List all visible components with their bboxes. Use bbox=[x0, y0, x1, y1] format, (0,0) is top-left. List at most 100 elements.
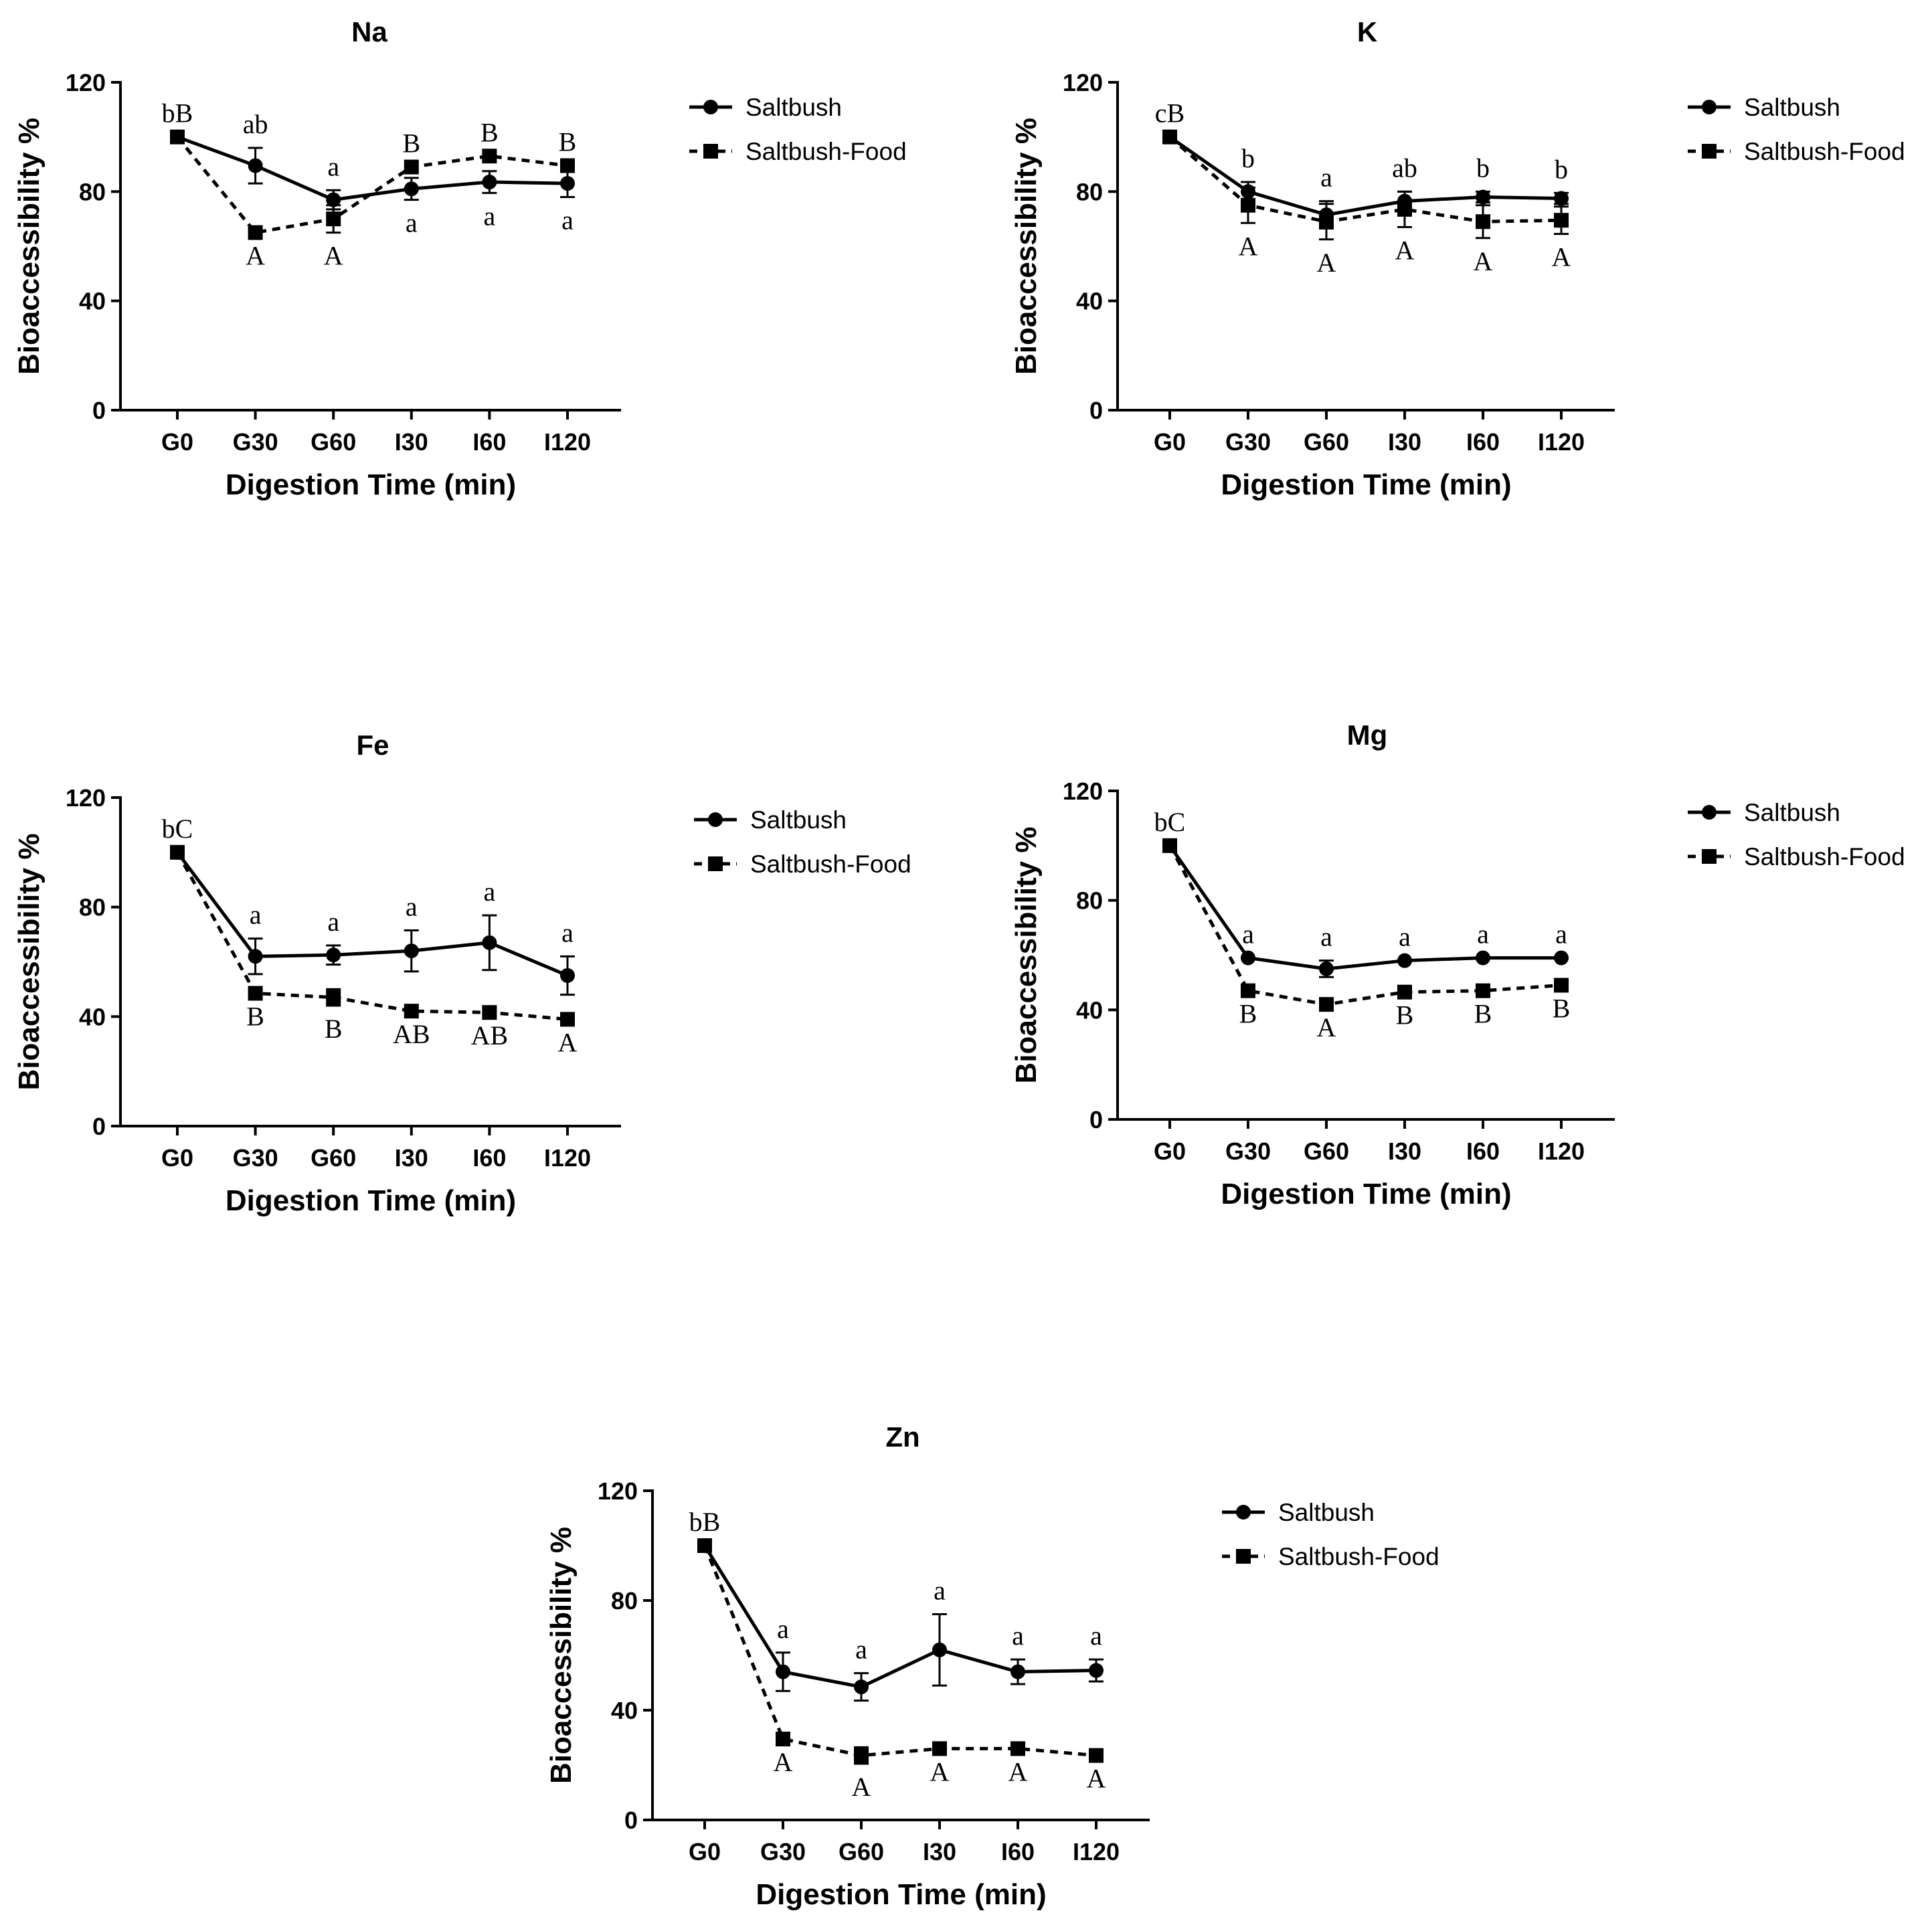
y-tick-label: 40 bbox=[1076, 996, 1103, 1024]
data-label: a bbox=[327, 907, 339, 937]
data-point bbox=[404, 1004, 419, 1019]
data-point bbox=[560, 158, 575, 173]
data-label: a bbox=[855, 1635, 867, 1665]
data-point bbox=[1089, 1748, 1104, 1763]
legend-label: Saltbush-Food bbox=[750, 850, 911, 878]
y-tick-label: 80 bbox=[1076, 178, 1103, 205]
data-label: a bbox=[1477, 919, 1489, 949]
series-line bbox=[1168, 844, 1562, 1006]
legend-label: Saltbush-Food bbox=[1278, 1543, 1439, 1570]
data-label: B bbox=[246, 1002, 264, 1032]
x-tick-label: G0 bbox=[161, 1144, 193, 1172]
y-tick-label: 0 bbox=[624, 1807, 638, 1834]
x-tick-label: G0 bbox=[689, 1838, 721, 1865]
data-label: a bbox=[934, 1576, 946, 1606]
y-axis-label: Bioaccessibility % bbox=[13, 834, 46, 1091]
panel-k: K 0 40 80 120 G0 G30 G60 I30 I60 I120 Digestion Tim… bbox=[1010, 16, 1905, 501]
x-tick-label: G30 bbox=[1225, 428, 1271, 456]
data-label: a bbox=[1012, 1621, 1024, 1651]
legend: Saltbush Saltbush-Food bbox=[689, 94, 907, 165]
data-point bbox=[1319, 214, 1334, 230]
x-tick-label: I30 bbox=[395, 1144, 428, 1172]
panel-na: Na 0 40 80 120 G0 G30 G60 I30 I60 I120 Digestion Ti… bbox=[13, 16, 907, 501]
legend-swatch-marker bbox=[1702, 805, 1717, 820]
x-tick-label: G0 bbox=[161, 428, 193, 456]
panel-fe: Fe 0 40 80 120 G0 G30 G60 I30 I60 I120 Digestion Ti… bbox=[13, 729, 911, 1217]
legend-label: Saltbush bbox=[745, 94, 842, 121]
data-point bbox=[248, 225, 263, 240]
data-label: B bbox=[325, 1014, 343, 1044]
data-label: ab bbox=[243, 109, 268, 139]
series-saltbush-food: B B AB AB A bbox=[170, 844, 578, 1057]
legend: Saltbush Saltbush-Food bbox=[1222, 1499, 1439, 1570]
x-tick-label: G0 bbox=[1154, 1137, 1186, 1165]
series-line bbox=[703, 1545, 1097, 1758]
panel-title: Na bbox=[351, 16, 387, 48]
data-label: AB bbox=[393, 1019, 430, 1049]
data-point bbox=[560, 176, 575, 191]
legend-swatch-marker bbox=[1702, 144, 1717, 159]
y-tick-label: 80 bbox=[79, 178, 106, 205]
y-tick-label: 120 bbox=[66, 69, 106, 96]
data-point bbox=[1241, 950, 1255, 966]
data-label: B bbox=[1553, 994, 1571, 1024]
x-axis-label: Digestion Time (min) bbox=[1221, 1178, 1511, 1210]
y-tick-label: 0 bbox=[1089, 397, 1103, 424]
legend-swatch-marker bbox=[1236, 1549, 1251, 1564]
data-point bbox=[1476, 983, 1490, 998]
y-tick-label: 120 bbox=[598, 1477, 638, 1505]
data-point bbox=[326, 990, 341, 1005]
data-label: a bbox=[250, 900, 262, 930]
series-line bbox=[1168, 135, 1562, 223]
legend-swatch-marker bbox=[703, 144, 718, 159]
x-axis-label: Digestion Time (min) bbox=[226, 1184, 516, 1217]
legend-swatch-marker bbox=[1702, 100, 1717, 114]
y-axis-label: Bioaccessibility % bbox=[545, 1527, 578, 1784]
data-label: AB bbox=[471, 1020, 509, 1050]
data-label: a bbox=[484, 201, 496, 231]
data-point bbox=[482, 935, 497, 950]
data-label: A bbox=[1239, 231, 1258, 261]
data-point bbox=[1476, 214, 1490, 230]
data-point bbox=[404, 159, 419, 175]
x-tick-label: G60 bbox=[311, 1144, 356, 1172]
legend-swatch-marker bbox=[1702, 849, 1717, 864]
panel-title: Mg bbox=[1347, 719, 1388, 751]
x-tick-label: I120 bbox=[544, 428, 591, 456]
data-point bbox=[1397, 984, 1412, 1000]
data-label: a bbox=[1090, 1621, 1102, 1651]
x-axis-label: Digestion Time (min) bbox=[756, 1878, 1046, 1911]
data-point bbox=[1241, 983, 1255, 998]
x-tick-label: G30 bbox=[760, 1838, 806, 1865]
data-label: B bbox=[1239, 999, 1257, 1029]
panel-zn: Zn 0 40 80 120 G0 G30 G60 I30 I60 I120 Digestion Ti… bbox=[545, 1421, 1439, 1911]
data-point bbox=[1397, 201, 1412, 217]
data-label: A bbox=[852, 1772, 871, 1802]
series-line bbox=[1168, 135, 1562, 217]
x-tick-label: G30 bbox=[233, 428, 278, 456]
data-label: b bbox=[1476, 153, 1490, 183]
data-label: A bbox=[930, 1756, 950, 1786]
legend-label: Saltbush-Food bbox=[1744, 843, 1905, 870]
y-tick-label: 40 bbox=[79, 288, 106, 315]
panel-mg: Mg 0 40 80 120 G0 G30 G60 I30 I60 I120 Digestion Ti… bbox=[1010, 719, 1905, 1210]
data-point bbox=[482, 175, 497, 190]
x-tick-label: I30 bbox=[1388, 1137, 1421, 1165]
x-tick-label: I60 bbox=[1001, 1838, 1035, 1865]
data-label: a bbox=[406, 891, 418, 921]
data-point bbox=[326, 211, 341, 227]
legend-label: Saltbush bbox=[1744, 94, 1840, 121]
data-point bbox=[404, 943, 419, 959]
x-axis-label: Digestion Time (min) bbox=[1221, 468, 1511, 501]
data-label: a bbox=[327, 151, 339, 181]
y-tick-label: 80 bbox=[79, 894, 106, 921]
x-tick-label: G30 bbox=[1225, 1137, 1271, 1165]
legend-label: Saltbush-Food bbox=[1744, 138, 1905, 165]
data-label: B bbox=[1396, 1000, 1414, 1030]
x-tick-label: I60 bbox=[472, 1144, 506, 1172]
data-point bbox=[560, 1012, 575, 1027]
data-label: b bbox=[1555, 154, 1568, 184]
data-point bbox=[560, 968, 575, 983]
